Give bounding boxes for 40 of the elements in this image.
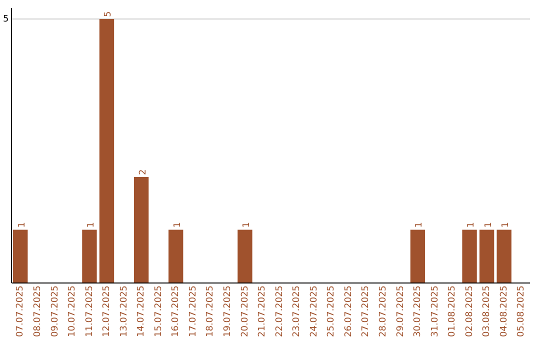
x-tick-label: 12.07.2025 bbox=[102, 285, 112, 337]
x-tick-label: 25.07.2025 bbox=[326, 285, 337, 337]
x-tick-label: 02.08.2025 bbox=[464, 285, 475, 337]
x-tick-label: 08.07.2025 bbox=[32, 285, 43, 337]
x-tick-label: 30.07.2025 bbox=[413, 285, 424, 337]
data-label: 1 bbox=[86, 222, 96, 228]
data-label: 2 bbox=[138, 169, 148, 176]
x-tick-label: 26.07.2025 bbox=[344, 285, 354, 337]
x-tick-label: 17.07.2025 bbox=[188, 285, 198, 337]
x-tick-label: 28.07.2025 bbox=[378, 285, 388, 337]
data-label: 1 bbox=[17, 222, 28, 228]
data-label: 1 bbox=[484, 222, 494, 228]
x-tick-label: 24.07.2025 bbox=[309, 285, 320, 337]
x-tick-label: 11.07.2025 bbox=[84, 285, 95, 337]
x-tick-label: 19.07.2025 bbox=[223, 285, 234, 337]
x-tick-label: 03.08.2025 bbox=[482, 285, 492, 337]
x-tick-label: 23.07.2025 bbox=[292, 285, 302, 337]
data-label: 1 bbox=[466, 222, 477, 228]
data-label: 1 bbox=[242, 222, 252, 228]
x-tick-label: 01.08.2025 bbox=[448, 285, 458, 337]
data-label: 1 bbox=[501, 222, 512, 228]
x-tick-label: 04.08.2025 bbox=[499, 285, 510, 337]
x-tick-label: 22.07.2025 bbox=[274, 285, 285, 337]
x-tick-label: 29.07.2025 bbox=[396, 285, 406, 337]
x-tick-label: 31.07.2025 bbox=[430, 285, 440, 337]
x-tick-label: 27.07.2025 bbox=[361, 285, 372, 337]
x-tick-label: 21.07.2025 bbox=[258, 285, 268, 337]
x-tick-label: 13.07.2025 bbox=[119, 285, 130, 337]
data-label: 1 bbox=[172, 222, 183, 228]
x-tick-label: 05.08.2025 bbox=[516, 285, 527, 337]
x-tick-label: 16.07.2025 bbox=[171, 285, 182, 337]
x-tick-label: 10.07.2025 bbox=[68, 285, 78, 337]
x-tick-label: 15.07.2025 bbox=[154, 285, 164, 337]
x-tick-label: 14.07.2025 bbox=[136, 285, 147, 337]
x-tick-label: 07.07.2025 bbox=[16, 285, 26, 337]
data-label: 5 bbox=[104, 11, 114, 17]
x-tick-label: 09.07.2025 bbox=[50, 285, 60, 337]
data-label: 1 bbox=[414, 222, 425, 228]
x-tick-label: 18.07.2025 bbox=[206, 285, 216, 337]
x-tick-label: 20.07.2025 bbox=[240, 285, 250, 337]
